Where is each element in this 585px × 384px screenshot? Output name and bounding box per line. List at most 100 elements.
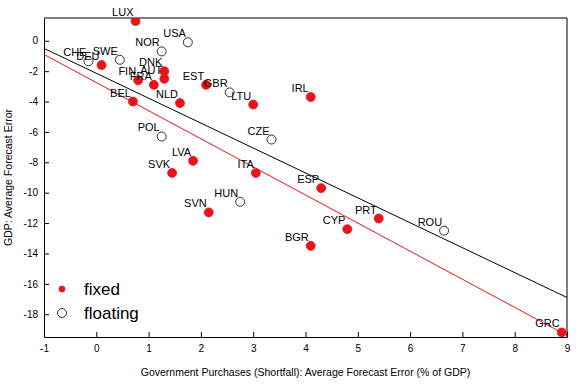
- y-tick-label: 0: [32, 35, 38, 46]
- x-tick-mark: [462, 332, 463, 337]
- legend-item: floating: [58, 304, 139, 323]
- x-tick: 3: [251, 332, 257, 354]
- fit-line: [44, 54, 567, 335]
- point-label: LVA: [172, 146, 192, 158]
- y-tick-label: -8: [29, 157, 38, 168]
- frame-right: [567, 18, 568, 337]
- y-tick-mark: [44, 162, 49, 163]
- point-label: GRC: [535, 317, 560, 329]
- y-tick-mark: [44, 71, 49, 72]
- y-tick-mark: [44, 284, 49, 285]
- y-tick-label: -2: [29, 66, 38, 77]
- point-label: CHE: [63, 46, 86, 58]
- x-tick-mark: [515, 332, 516, 337]
- point-label: LUX: [112, 6, 134, 18]
- y-tick: -12: [24, 218, 49, 229]
- y-tick-mark: [44, 102, 49, 103]
- y-tick-mark: [44, 253, 49, 254]
- x-axis: -1 0 1 2 3 4 5 6 7 8 9: [40, 332, 571, 354]
- legend-marker: [58, 309, 67, 318]
- y-tick-label: -10: [24, 187, 39, 198]
- legend-label: fixed: [84, 280, 120, 299]
- x-tick-label: 7: [460, 343, 466, 354]
- y-tick-label: -4: [29, 96, 38, 107]
- x-tick-label: -1: [40, 343, 49, 354]
- x-tick: 5: [356, 332, 362, 354]
- x-tick-label: 1: [146, 343, 152, 354]
- y-axis-line: [44, 19, 45, 338]
- y-axis: -18 -16 -14 -12 -10 -8 -6 -4 -2 0: [24, 19, 49, 338]
- y-tick: -16: [24, 279, 49, 290]
- y-tick: -8: [29, 157, 49, 168]
- y-tick-mark: [44, 193, 49, 194]
- x-tick: 6: [408, 332, 414, 354]
- y-tick: -18: [24, 309, 49, 320]
- point-label: BEL: [110, 87, 131, 99]
- point-label: PRT: [355, 204, 377, 216]
- y-tick: -4: [29, 96, 49, 107]
- x-tick: 7: [460, 332, 466, 354]
- x-tick-label: 4: [303, 343, 309, 354]
- x-tick-label: 5: [356, 343, 362, 354]
- x-tick-mark: [201, 332, 202, 337]
- data-area: [44, 18, 567, 337]
- x-tick-label: 6: [408, 343, 414, 354]
- fit-line: [44, 48, 567, 297]
- x-tick: 0: [94, 332, 100, 354]
- point-label: ITA: [238, 158, 255, 170]
- x-tick-label: 9: [565, 343, 571, 354]
- y-tick: -14: [24, 248, 49, 259]
- x-tick: 8: [512, 332, 518, 354]
- point-label: BGR: [285, 231, 309, 243]
- y-tick-mark: [44, 41, 49, 42]
- point-label: CYP: [323, 214, 346, 226]
- point-label: SVK: [148, 158, 171, 170]
- point-label: POL: [138, 121, 160, 133]
- x-tick: 1: [146, 332, 152, 354]
- x-tick-mark: [96, 332, 97, 337]
- x-tick-mark: [253, 332, 254, 337]
- x-tick-label: 8: [512, 343, 518, 354]
- y-tick: -2: [29, 66, 49, 77]
- y-tick-mark: [44, 314, 49, 315]
- y-tick-label: -12: [24, 218, 39, 229]
- x-tick-label: 0: [94, 343, 100, 354]
- x-tick: 4: [303, 332, 309, 354]
- point-label: DNK: [139, 56, 163, 68]
- x-axis-title: Government Purchases (Shortfall): Averag…: [141, 366, 471, 378]
- x-tick-mark: [410, 332, 411, 337]
- point-label: NLD: [156, 88, 178, 100]
- y-tick-label: -18: [24, 309, 39, 320]
- y-tick-label: -6: [29, 127, 38, 138]
- y-tick-mark: [44, 132, 49, 133]
- point-label: ESP: [297, 173, 319, 185]
- point-label: GBR: [204, 77, 228, 89]
- x-tick: 2: [199, 332, 205, 354]
- y-tick-label: -14: [24, 248, 39, 259]
- y-tick: -6: [29, 127, 49, 138]
- x-tick-mark: [306, 332, 307, 337]
- y-tick-label: -16: [24, 279, 39, 290]
- y-tick: 0: [32, 35, 49, 46]
- plot: -10123456789-18-16-14-12-10-8-6-4-20LUXD…: [24, 6, 571, 354]
- point-label: SWE: [93, 45, 118, 57]
- point-label: HUN: [214, 187, 238, 199]
- point-label: ROU: [418, 216, 443, 228]
- y-tick: -10: [24, 187, 49, 198]
- chart: -10123456789-18-16-14-12-10-8-6-4-20LUXD…: [0, 0, 585, 384]
- point-label: IRL: [292, 82, 309, 94]
- point-label: EST: [183, 70, 205, 82]
- point: [131, 18, 140, 26]
- x-axis-line: [45, 337, 568, 338]
- legend-marker: [59, 286, 65, 292]
- x-tick-label: 3: [251, 343, 257, 354]
- y-axis-title: GDP: Average Forecast Error: [2, 109, 14, 246]
- y-tick-mark: [44, 223, 49, 224]
- x-tick-mark: [358, 332, 359, 337]
- legend: fixed floating: [58, 280, 139, 323]
- point-label: LTU: [231, 90, 251, 102]
- point-label: NOR: [135, 36, 160, 48]
- x-tick-mark: [149, 332, 150, 337]
- point-label: SVN: [184, 197, 207, 209]
- x-tick-label: 2: [199, 343, 205, 354]
